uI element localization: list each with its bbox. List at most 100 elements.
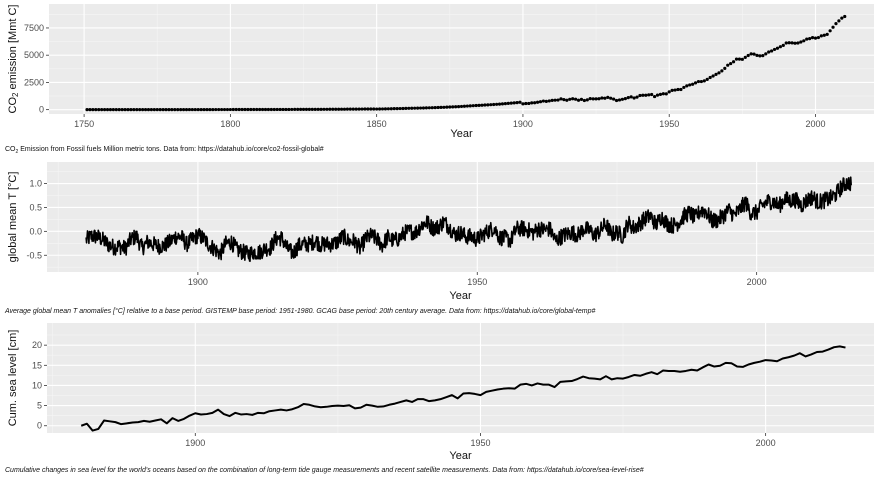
co2-data-point xyxy=(439,105,443,109)
co2-data-point xyxy=(793,41,797,45)
co2-data-point xyxy=(237,107,241,112)
co2-x-tick-label: 1900 xyxy=(513,119,533,129)
co2-x-tick-label: 1750 xyxy=(74,119,94,129)
co2-data-point xyxy=(328,107,332,111)
co2-data-point xyxy=(100,108,104,112)
co2-data-point xyxy=(272,107,276,112)
co2-data-point xyxy=(451,105,455,109)
co2-data-point xyxy=(465,104,469,108)
co2-data-point xyxy=(421,106,426,110)
co2-data-point xyxy=(603,96,607,100)
co2-y-tick-label: 7500 xyxy=(24,23,44,33)
temp-x-axis-title: Year xyxy=(449,290,472,302)
co2-data-point xyxy=(600,96,604,100)
co2-data-point xyxy=(629,95,633,99)
co2-data-point xyxy=(711,74,715,78)
co2-data-point xyxy=(278,107,282,112)
co2-data-point xyxy=(240,107,244,112)
co2-data-point xyxy=(582,98,586,103)
co2-data-point xyxy=(679,87,683,92)
temp-y-axis-title: global mean T [°C] xyxy=(7,172,19,263)
co2-data-point xyxy=(418,106,423,110)
co2-data-point xyxy=(161,108,165,112)
temp-series xyxy=(85,176,852,263)
co2-data-point xyxy=(717,71,721,75)
co2-data-point xyxy=(217,107,221,112)
co2-data-point xyxy=(284,107,288,112)
co2-data-point xyxy=(714,72,718,76)
co2-x-tick-label: 1850 xyxy=(367,119,387,129)
co2-data-point xyxy=(512,101,516,105)
co2-data-point xyxy=(214,107,218,112)
co2-data-point xyxy=(819,34,823,38)
temp-y-tick-label: 0.5 xyxy=(29,202,42,212)
co2-data-point xyxy=(638,93,642,98)
co2-data-point xyxy=(770,49,774,53)
co2-data-point xyxy=(258,107,262,112)
co2-data-point xyxy=(843,14,847,19)
co2-data-point xyxy=(342,107,347,111)
co2-data-point xyxy=(550,98,554,102)
co2-data-point xyxy=(255,107,259,112)
co2-data-point xyxy=(190,107,194,112)
co2-data-point xyxy=(737,57,742,61)
co2-data-point xyxy=(544,99,548,103)
co2-data-point xyxy=(454,105,458,109)
co2-data-point xyxy=(357,107,361,111)
co2-data-point xyxy=(480,103,484,107)
temp-y-tick-label: -0.5 xyxy=(26,250,42,260)
co2-data-point xyxy=(749,52,753,56)
sea-y-tick-label: 20 xyxy=(32,340,42,350)
co2-data-point xyxy=(196,107,200,112)
co2-data-point xyxy=(489,103,493,107)
co2-data-point xyxy=(354,107,358,111)
co2-data-point xyxy=(723,66,727,70)
temp-x-tick-label: 1950 xyxy=(467,277,487,287)
co2-data-point xyxy=(825,32,829,36)
co2-data-point xyxy=(664,92,668,96)
co2-data-point xyxy=(337,107,341,111)
co2-data-point xyxy=(667,90,671,94)
co2-data-point xyxy=(334,107,338,111)
co2-data-point xyxy=(641,93,645,97)
co2-data-point xyxy=(767,50,771,54)
co2-y-tick-label: 5000 xyxy=(24,50,44,60)
co2-data-point xyxy=(708,75,712,80)
co2-data-point xyxy=(650,92,654,97)
co2-caption: CO2 Emission from Fossil fuels Million m… xyxy=(5,146,324,155)
co2-data-point xyxy=(670,88,674,92)
co2-data-point xyxy=(778,45,782,49)
co2-data-point xyxy=(424,106,428,110)
co2-data-point xyxy=(234,107,238,112)
co2-data-point xyxy=(556,98,560,102)
co2-data-point xyxy=(822,33,826,37)
co2-data-point xyxy=(366,107,370,111)
co2-data-point xyxy=(436,105,440,110)
co2-data-point xyxy=(840,16,844,20)
co2-data-point xyxy=(509,101,513,105)
co2-data-point xyxy=(810,36,815,40)
co2-data-point xyxy=(123,108,127,112)
co2-data-point xyxy=(111,108,115,112)
co2-data-point xyxy=(685,84,689,88)
co2-data-point xyxy=(799,40,803,44)
co2-data-point xyxy=(530,101,534,105)
co2-axes: 1750 1800 1850 1900 1950 2000 0 2500 5000 7500 xyxy=(24,23,826,129)
co2-data-point xyxy=(287,107,291,112)
co2-data-point xyxy=(588,97,592,101)
co2-data-point xyxy=(761,54,765,58)
co2-data-point xyxy=(614,98,619,103)
co2-data-point xyxy=(322,107,326,111)
co2-data-point xyxy=(758,54,762,58)
co2-data-point xyxy=(401,106,405,111)
co2-data-point xyxy=(693,81,698,85)
temp-y-tick-label: 0.0 xyxy=(29,226,42,236)
co2-data-point xyxy=(565,98,569,102)
co2-data-point xyxy=(547,99,551,103)
co2-data-point xyxy=(149,108,153,112)
co2-data-point xyxy=(576,98,581,102)
co2-data-point xyxy=(734,57,739,61)
co2-data-point xyxy=(395,107,399,111)
co2-data-point xyxy=(620,97,625,101)
